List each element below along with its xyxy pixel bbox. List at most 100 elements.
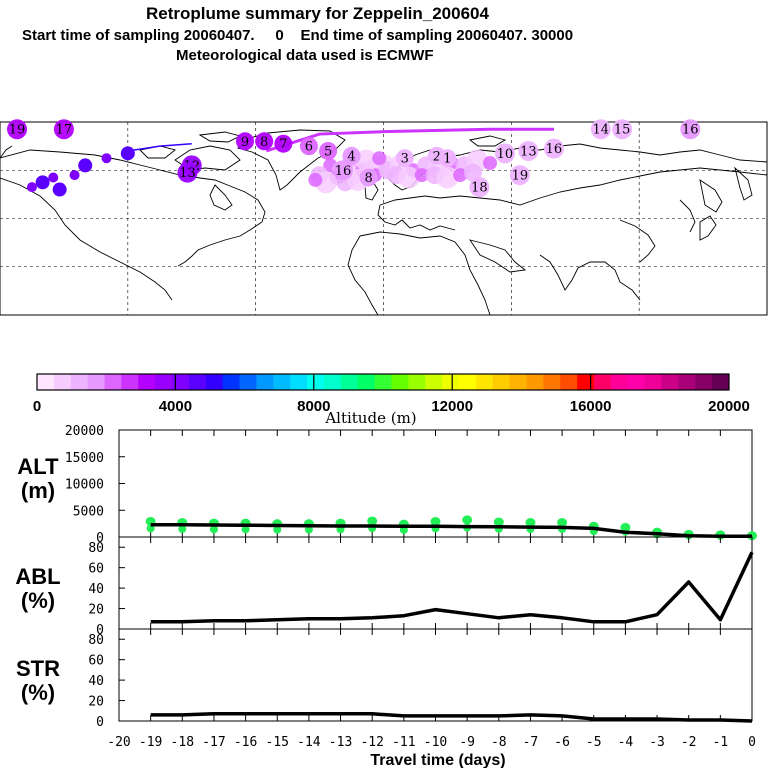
colorbar-frame [36, 373, 730, 391]
plume-day-label: 16 [682, 123, 699, 138]
colorbar-swatch [70, 374, 89, 390]
plume-day-label: 16 [546, 142, 563, 157]
plume-day-label: 16 [335, 164, 352, 179]
x-axis-label: Travel time (days) [370, 752, 505, 768]
y-tick-label: 10000 [65, 478, 104, 493]
plume-day-circle [274, 134, 293, 153]
plume-day-label: 7 [279, 137, 287, 152]
y-tick-label: 0 [96, 623, 104, 638]
x-tick-label: -3 [649, 735, 665, 750]
plume-day-label: 18 [471, 181, 488, 196]
plume-blob [308, 172, 323, 187]
plume-day-marker: 19 [509, 165, 530, 186]
plume-blob [483, 156, 498, 171]
altitude-colorbar: 0 4000 8000 12000 16000 20000 Altitude (m) [33, 373, 750, 427]
time-series-panels: 20000150001000050000ALT(m)806040200ABL(%… [15, 424, 757, 768]
x-tick-label: -18 [171, 735, 194, 750]
colorbar-swatch [425, 374, 443, 390]
plume-blob [52, 182, 67, 197]
panel-abl-label: ABL [15, 564, 60, 589]
plume-day-circle [590, 119, 611, 140]
colorbar-swatch [644, 374, 662, 390]
plume-day-circle [494, 143, 515, 164]
plume-track [127, 127, 554, 153]
plume-blob [398, 166, 421, 189]
plume-day-label: 4 [347, 149, 355, 164]
colorbar-tick-label: 0 [33, 398, 41, 415]
plume-day-circle [543, 138, 564, 159]
plume-day-label: 9 [241, 135, 249, 150]
plume-day-circle [342, 146, 361, 165]
colorbar-swatch [458, 374, 477, 390]
y-tick-label: 15000 [65, 451, 104, 466]
colorbar-swatch [138, 374, 156, 390]
colorbar-swatch [239, 374, 257, 390]
colorbar-swatch [695, 374, 713, 390]
plume-blob [120, 146, 135, 161]
met-data-source: Meteorological data used is ECMWF [176, 47, 434, 64]
colorbar-swatch [374, 374, 392, 390]
x-tick-label: -20 [107, 735, 130, 750]
colorbar-swatch [492, 374, 511, 390]
plume-blob [35, 175, 50, 190]
y-tick-label: 80 [88, 541, 104, 556]
panel-str-frame [118, 628, 753, 722]
colorbar-swatch [560, 374, 578, 390]
x-tick-label: 0 [748, 735, 756, 750]
x-tick-label: -8 [491, 735, 507, 750]
plume-day-circle [359, 168, 378, 187]
alt-scatter-point [304, 525, 313, 534]
colorbar-swatch [37, 374, 55, 390]
alt-scatter-point [493, 517, 504, 527]
x-tick-label: -1 [713, 735, 729, 750]
colorbar-swatch [509, 374, 527, 390]
plume-blob [436, 166, 459, 189]
plume-day-marker: 5 [319, 141, 338, 160]
plume-day-marker: 8 [359, 168, 378, 187]
colorbar-swatch [205, 374, 224, 390]
plume-day-label: 2 [433, 149, 441, 164]
y-tick-label: 20 [88, 603, 104, 618]
plume-day-label: 5 [324, 144, 332, 159]
panel-abl-series-line [150, 551, 754, 624]
panel-abl-unit: (%) [21, 588, 55, 613]
colorbar-swatch [577, 374, 595, 390]
plume-blob [78, 158, 93, 173]
plume-day-circle [53, 119, 74, 140]
alt-scatter-point [241, 525, 250, 534]
plume-track-line [265, 127, 554, 153]
y-tick-label: 20000 [65, 424, 104, 439]
colorbar-swatch [256, 374, 274, 390]
colorbar-swatch [357, 374, 376, 390]
panel-str-label: STR [16, 656, 60, 681]
plume-day-marker: 9 [236, 132, 255, 151]
plume-day-label: 13 [179, 166, 196, 181]
plume-day-marker: 15 [612, 119, 633, 140]
plume-day-labels: 191798765432112131013161415161918168 [7, 119, 701, 198]
panel-alt-label: ALT [17, 454, 59, 479]
map-panel: 191798765432112131013161415161918168 [0, 119, 768, 316]
plume-day-label: 1 [443, 152, 451, 167]
panel-alt-unit: (m) [21, 478, 55, 503]
y-tick-label: 80 [88, 633, 104, 648]
x-tick-label: -5 [586, 735, 602, 750]
alt-scatter-point [209, 525, 218, 534]
plume-day-label: 19 [9, 123, 26, 138]
colorbar-tick-label: 16000 [570, 398, 612, 415]
y-tick-label: 0 [96, 531, 104, 546]
plume-day-circle [177, 162, 198, 183]
plume-day-circle [509, 165, 530, 186]
colorbar-swatch [678, 374, 696, 390]
colorbar-swatch [661, 374, 679, 390]
colorbar-swatch [526, 374, 544, 390]
plume-day-circle [236, 132, 255, 151]
x-tick-label: -7 [523, 735, 539, 750]
plume-blob [463, 163, 482, 182]
plume-day-marker: 16 [680, 119, 701, 140]
colorbar-tick-label: 12000 [431, 398, 473, 415]
plume-blob [372, 151, 387, 166]
colorbar-swatch [172, 374, 190, 390]
plume-blob [26, 182, 37, 193]
colorbar-swatch [104, 374, 122, 390]
